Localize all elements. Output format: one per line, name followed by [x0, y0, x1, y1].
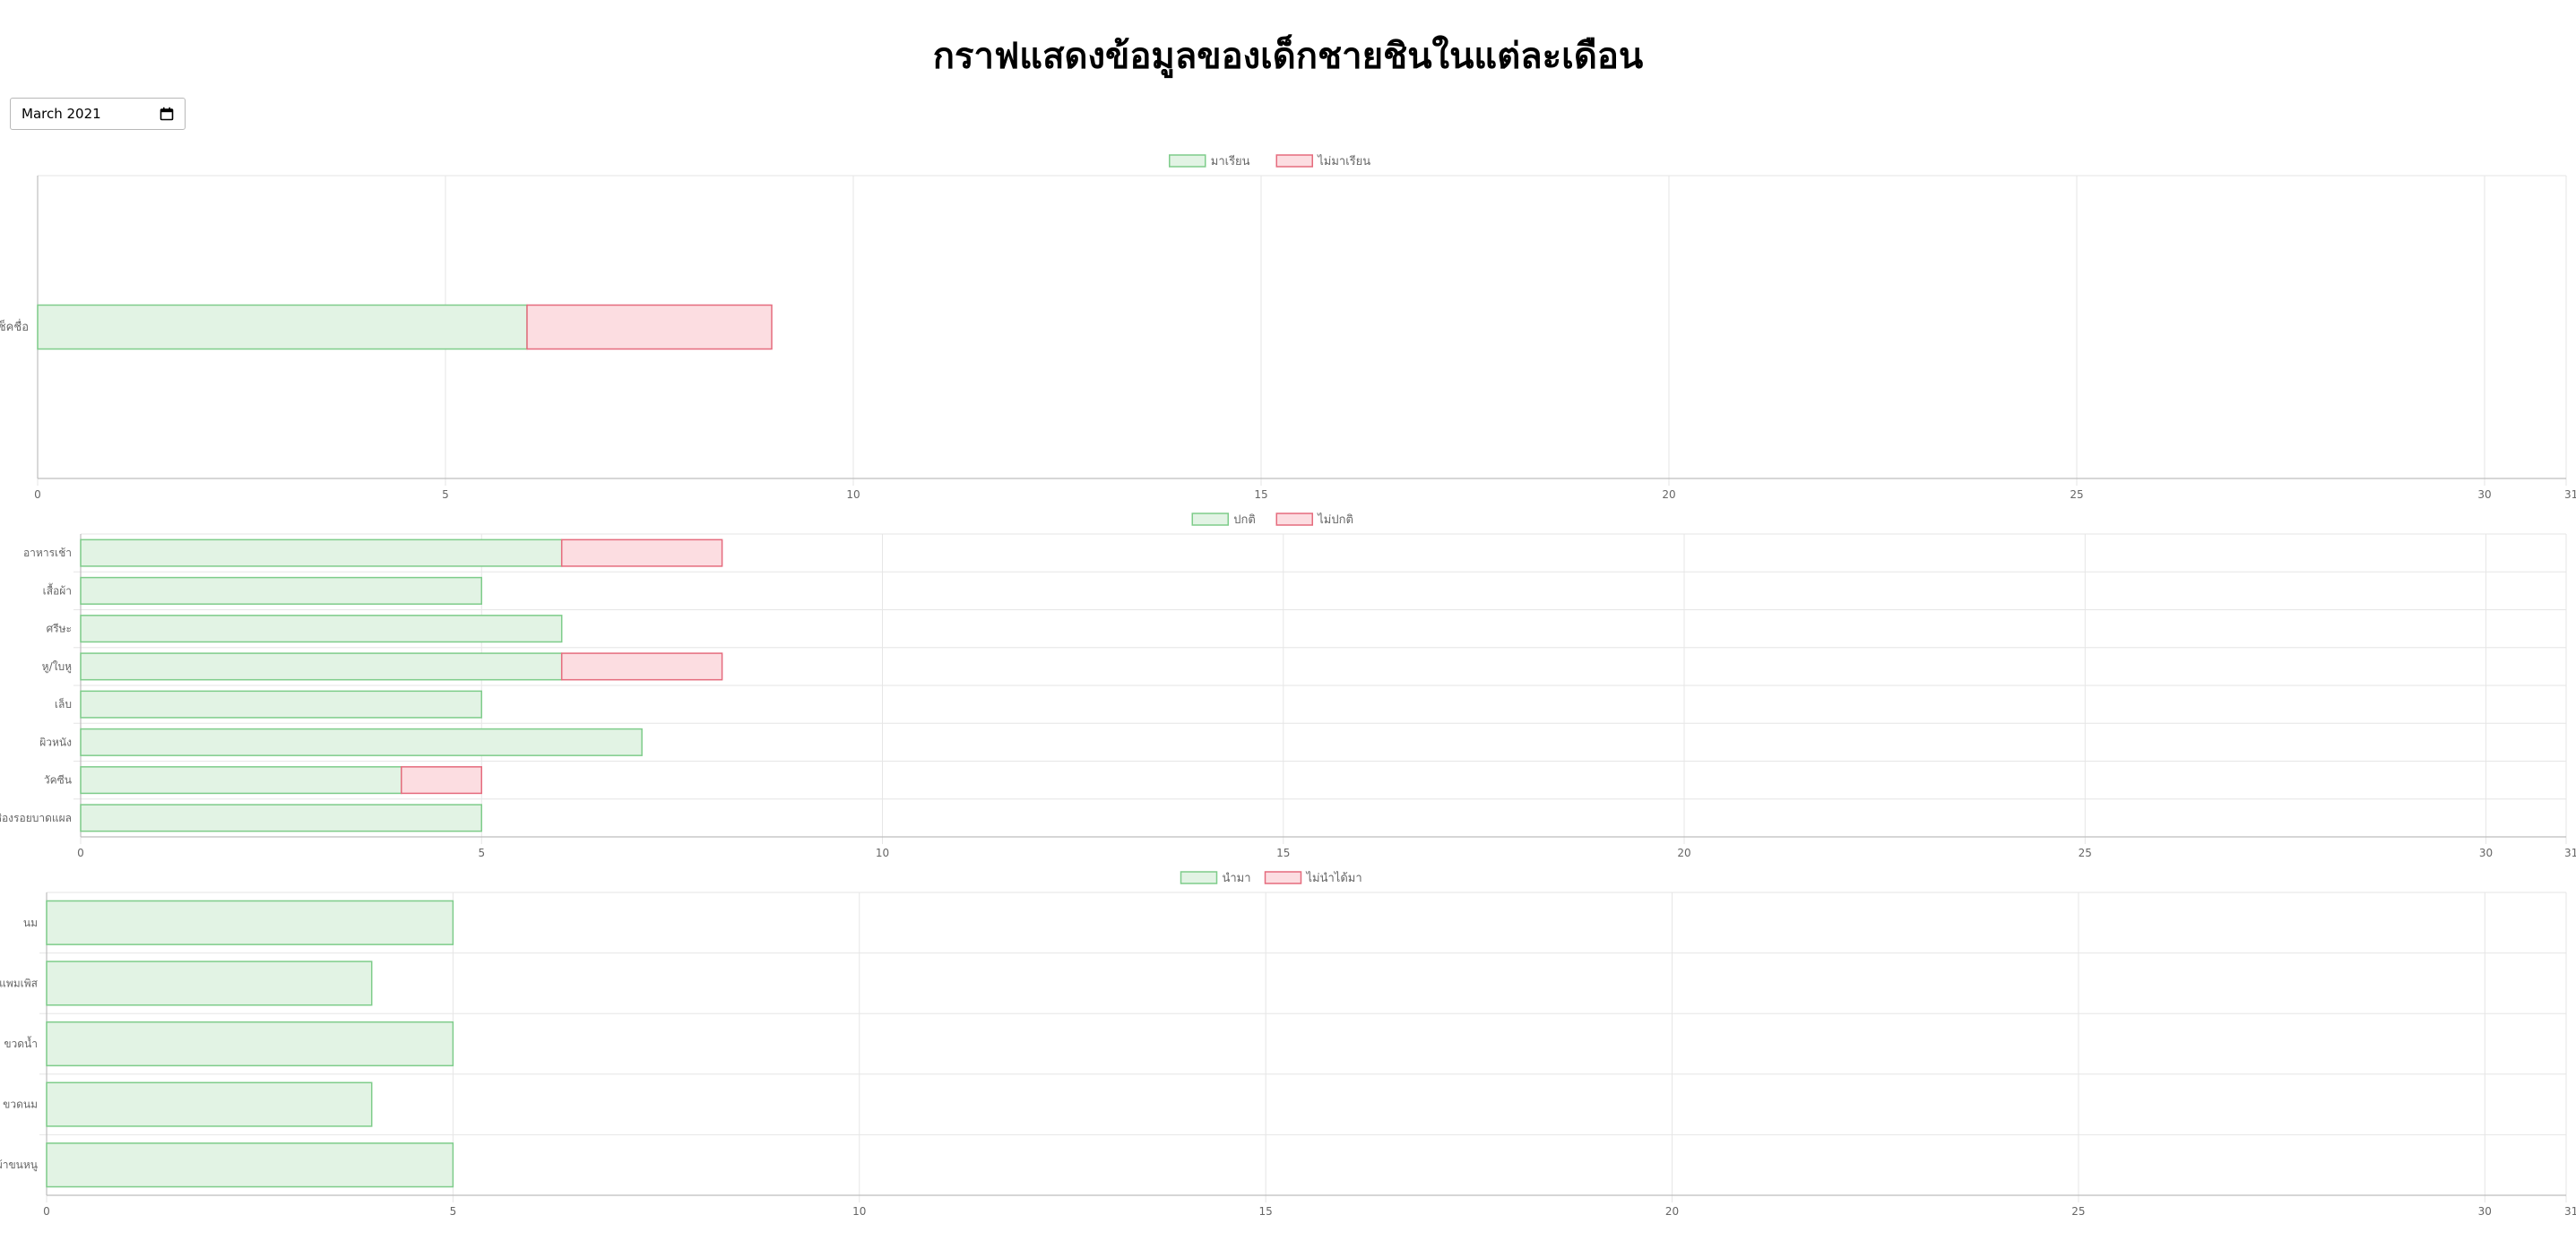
legend-label: นำมา	[1223, 872, 1251, 885]
bar-ok[interactable]	[37, 304, 528, 350]
page-title: กราฟแสดงข้อมูลของเด็กชายชินในแต่ละเดือน	[932, 36, 1644, 77]
y-tick-label: เล็บ	[55, 697, 72, 711]
legend-label: ไม่มาเรียน	[1317, 154, 1370, 168]
x-tick-label: 30	[2478, 1205, 2492, 1218]
bar-ok[interactable]	[46, 1021, 454, 1067]
x-tick-label: 25	[2071, 1205, 2085, 1218]
y-tick-label: เช็คชื่อ	[0, 318, 29, 334]
x-tick-label: 0	[77, 847, 84, 859]
bar-not-ok[interactable]	[401, 766, 483, 795]
legend-label: มาเรียน	[1211, 154, 1250, 168]
bar-ok[interactable]	[46, 961, 373, 1006]
x-tick-label: 20	[1665, 1205, 1679, 1218]
x-tick-label: 25	[2079, 847, 2092, 859]
legend-item[interactable]: มาเรียน	[1169, 154, 1250, 168]
x-tick-label: 31	[2564, 1205, 2576, 1218]
y-tick-label: ขวดน้ำ	[4, 1036, 38, 1050]
month-value: March 2021	[22, 106, 101, 122]
y-tick-label: ผ้าขนหนู	[0, 1159, 38, 1172]
x-tick-label: 20	[1677, 847, 1690, 859]
legend-swatch	[1169, 154, 1206, 168]
bar-ok[interactable]	[80, 728, 643, 756]
x-tick-label: 0	[43, 1205, 50, 1218]
health-check-chart: ปกติ ไม่ปกติอาหารเช้าเสื้อผ้าศรีษะหู/ใบหู…	[0, 513, 2576, 859]
attendance-chart: มาเรียน ไม่มาเรียนเช็คชื่อ 0 5 10 15 20 25 30 31	[0, 154, 2576, 501]
x-tick-label: 0	[34, 488, 41, 501]
x-tick-label: 20	[1662, 488, 1675, 501]
x-tick-label: 30	[2479, 847, 2493, 859]
x-tick-label: 15	[1259, 1205, 1273, 1218]
legend-swatch	[1191, 513, 1229, 526]
x-tick-label: 5	[478, 847, 485, 859]
bar-not-ok[interactable]	[560, 652, 723, 681]
legend-label: ไม่ปกติ	[1317, 513, 1353, 527]
legend-item[interactable]: ปกติ	[1191, 513, 1256, 527]
bar-ok[interactable]	[46, 1081, 373, 1127]
legend-item[interactable]: นำมา	[1180, 871, 1251, 885]
bar-ok[interactable]	[80, 615, 563, 643]
legend-swatch	[1264, 871, 1302, 884]
y-tick-label: เสื้อผ้า	[43, 582, 72, 597]
legend-label: ไม่นำได้มา	[1306, 871, 1362, 885]
bar-not-ok[interactable]	[560, 539, 723, 567]
supplies-chart: นำมา ไม่นำได้มานมแพมเพิสขวดน้ำขวดนมผ้าขนห…	[0, 871, 2576, 1218]
x-tick-label: 5	[442, 488, 449, 501]
x-tick-label: 30	[2477, 488, 2491, 501]
x-tick-label: 10	[876, 847, 889, 859]
y-tick-label: อาหารเช้า	[23, 547, 72, 559]
chart-legend: นำมา ไม่นำได้มา	[1180, 871, 1362, 885]
chart-legend: ปกติ ไม่ปกติ	[1191, 513, 1353, 527]
legend-swatch	[1275, 154, 1313, 168]
x-tick-label: 25	[2070, 488, 2083, 501]
bar-not-ok[interactable]	[526, 304, 773, 350]
y-tick-label: หู/ใบหู	[42, 660, 72, 674]
y-tick-label: ผิวหนัง	[39, 736, 72, 748]
y-tick-label: วัคซีน	[44, 774, 72, 787]
y-tick-label: ขวดนม	[3, 1099, 38, 1111]
bar-ok[interactable]	[80, 652, 563, 681]
y-tick-label: ช่องรอยบาดแผล	[0, 812, 72, 824]
chart-legend: มาเรียน ไม่มาเรียน	[1169, 154, 1370, 168]
bar-ok[interactable]	[46, 900, 454, 945]
bar-ok[interactable]	[80, 576, 483, 605]
x-tick-label: 10	[852, 1205, 866, 1218]
bar-ok[interactable]	[46, 1142, 454, 1188]
x-tick-label: 31	[2564, 488, 2576, 501]
bar-ok[interactable]	[80, 804, 483, 832]
bar-ok[interactable]	[80, 690, 483, 719]
y-tick-label: นม	[23, 917, 38, 929]
x-tick-label: 5	[450, 1205, 457, 1218]
x-tick-label: 15	[1254, 488, 1267, 501]
legend-item[interactable]: ไม่นำได้มา	[1264, 871, 1362, 885]
y-tick-label: ศรีษะ	[47, 623, 72, 635]
bar-ok[interactable]	[80, 539, 563, 567]
legend-item[interactable]: ไม่ปกติ	[1275, 513, 1353, 527]
legend-item[interactable]: ไม่มาเรียน	[1275, 154, 1370, 168]
legend-swatch	[1275, 513, 1313, 526]
bar-ok[interactable]	[80, 766, 402, 795]
x-tick-label: 31	[2564, 847, 2576, 859]
legend-swatch	[1180, 871, 1218, 884]
calendar-icon[interactable]	[160, 107, 174, 121]
x-tick-label: 15	[1276, 847, 1290, 859]
y-tick-label: แพมเพิส	[0, 977, 39, 989]
month-picker-input[interactable]: March 2021	[10, 98, 186, 130]
legend-label: ปกติ	[1233, 513, 1256, 527]
x-tick-label: 10	[846, 488, 860, 501]
